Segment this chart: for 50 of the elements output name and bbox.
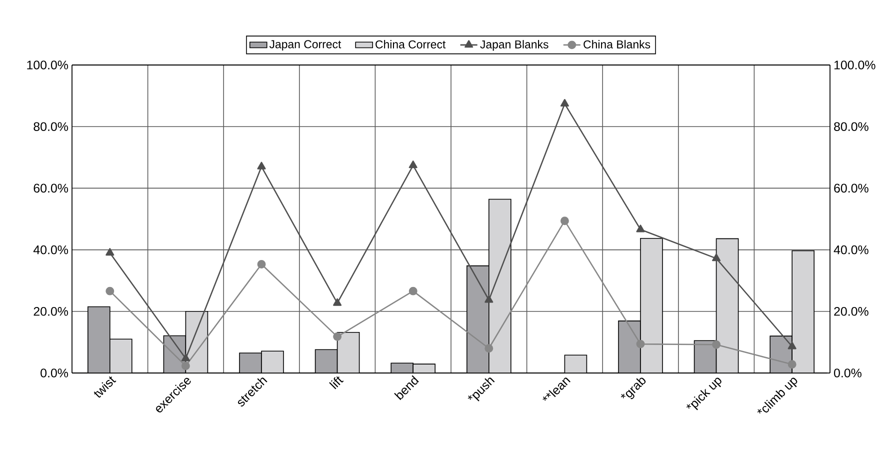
point (181, 354, 190, 362)
point (106, 286, 114, 296)
bar (564, 354, 588, 373)
bar (466, 265, 490, 373)
x-tick-label: twist (94, 376, 116, 398)
y2-tick-label: 80.0% (34, 122, 68, 132)
bar (792, 250, 814, 373)
point (712, 254, 721, 262)
bar (261, 350, 284, 373)
point (712, 340, 721, 349)
bar (88, 306, 110, 373)
point (333, 332, 342, 341)
x-tick-label: lift (329, 376, 344, 390)
legend-label: China Correct (376, 40, 446, 48)
bar (716, 238, 739, 373)
legend-label: Japan Blanks (480, 40, 548, 51)
y-tick-label: 20.0% (834, 306, 868, 316)
bar (314, 349, 338, 373)
y-tick-label: 80.0% (834, 122, 868, 132)
point (484, 295, 494, 303)
point (484, 344, 494, 353)
y2-tick-label: 100.0% (27, 60, 68, 70)
bar (640, 238, 663, 373)
y-tick-label: 40.0% (834, 245, 868, 254)
point (636, 340, 645, 348)
point (408, 160, 418, 168)
point (106, 248, 114, 256)
point (560, 216, 569, 226)
point (636, 224, 645, 232)
point (408, 286, 418, 296)
y2-tick-label: 0.0% (40, 368, 68, 378)
legend-label: Japan Correct (269, 40, 342, 51)
point (181, 362, 190, 370)
point (257, 260, 266, 269)
point (788, 342, 796, 350)
y-tick-label: 0.0% (834, 368, 862, 378)
y-tick-label: 60.0% (834, 184, 868, 193)
y2-tick-label: 40.0% (33, 245, 68, 254)
point (257, 162, 266, 170)
bar (488, 198, 512, 373)
bar (336, 332, 360, 373)
y2-tick-label: 20.0% (34, 307, 68, 316)
point (560, 98, 569, 107)
point (788, 360, 796, 369)
y-tick-label: 100.0% (834, 60, 876, 70)
bar (239, 352, 262, 373)
bar (110, 338, 132, 373)
point (333, 298, 342, 306)
y2-tick-label: 60.0% (34, 184, 68, 193)
legend-label: China Blanks (584, 40, 650, 48)
